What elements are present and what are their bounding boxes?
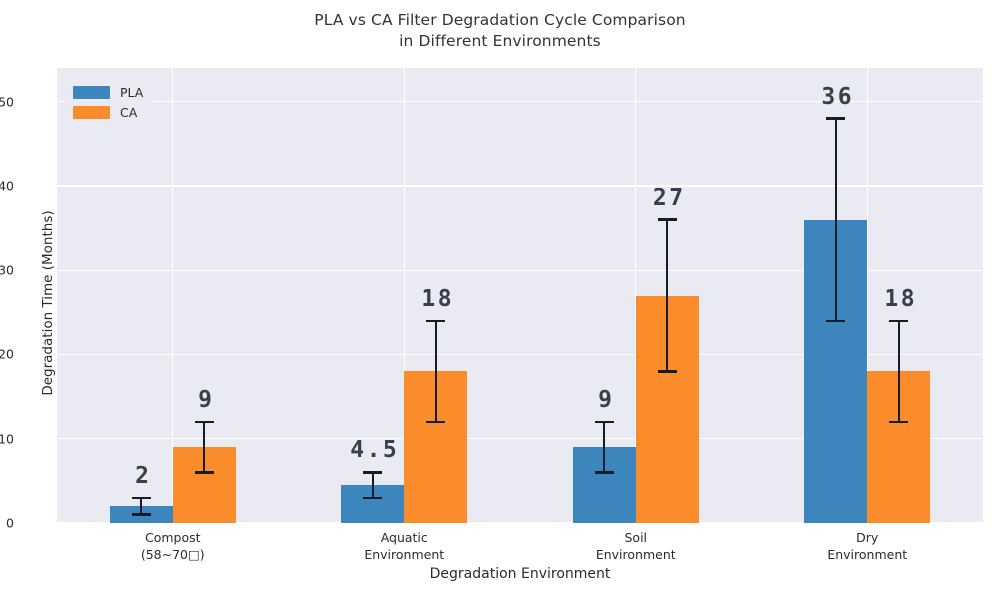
gridline-vertical xyxy=(635,68,637,523)
legend-item-pla[interactable]: PLA xyxy=(73,82,143,102)
gridline-horizontal xyxy=(57,185,983,187)
value-label-pla-3: 36 xyxy=(821,83,855,110)
value-label-pla-1: 4.5 xyxy=(350,437,400,464)
value-label-ca-3: 18 xyxy=(884,285,918,312)
errorbar-line xyxy=(434,320,437,422)
plot-area: 2 4.5 9 36 9 18 27 18 PLA CA xyxy=(57,68,983,524)
legend-swatch-ca xyxy=(73,105,110,119)
gridline-horizontal xyxy=(57,269,983,271)
x-tick-label-1: Aquatic Environment xyxy=(364,530,445,562)
legend-label: CA xyxy=(120,104,138,120)
gridline-horizontal xyxy=(57,353,983,356)
errorbar-cap-lower xyxy=(194,471,214,474)
y-tick-label: 50 xyxy=(0,94,14,110)
x-tick-label-0: Compost (58~70□) xyxy=(140,530,205,562)
errorbar-line xyxy=(371,472,374,498)
x-tick-label-3: Dry Environment xyxy=(827,530,908,562)
errorbar-cap-upper xyxy=(657,218,677,221)
y-tick-label: 0 xyxy=(6,515,14,531)
errorbar-cap-upper xyxy=(363,471,383,474)
y-tick-label: 20 xyxy=(0,346,14,362)
errorbar-line xyxy=(666,219,669,372)
value-label-ca-1: 18 xyxy=(421,285,455,312)
value-label-ca-2: 27 xyxy=(652,184,686,211)
errorbar-cap-upper xyxy=(131,496,151,499)
value-label-pla-0: 2 xyxy=(135,462,152,489)
errorbar-cap-upper xyxy=(594,420,614,424)
gridline-vertical xyxy=(172,68,174,523)
errorbar-cap-upper xyxy=(426,319,446,322)
errorbar-line xyxy=(834,118,837,321)
errorbar-cap-lower xyxy=(131,513,151,516)
legend-swatch-pla xyxy=(73,85,110,99)
x-axis-label: Degradation Environment xyxy=(429,566,611,582)
errorbar-cap-lower xyxy=(889,420,909,424)
errorbar-line xyxy=(203,421,206,473)
errorbar-cap-upper xyxy=(889,319,909,322)
gridline-vertical xyxy=(403,68,405,523)
errorbar-cap-lower xyxy=(363,496,383,499)
errorbar-cap-lower xyxy=(594,471,614,474)
errorbar-cap-lower xyxy=(426,420,446,424)
y-axis-label: Degradation Time (Months) xyxy=(40,210,56,396)
y-tick-label: 40 xyxy=(0,178,14,194)
errorbar-line xyxy=(603,421,606,473)
errorbar-cap-lower xyxy=(826,319,846,322)
gridline-horizontal xyxy=(57,101,983,103)
gridline-horizontal xyxy=(57,438,983,440)
errorbar-cap-upper xyxy=(194,420,214,424)
x-tick-label-2: Soil Environment xyxy=(595,530,676,562)
gridline-horizontal xyxy=(57,522,983,524)
y-tick-label: 10 xyxy=(0,431,14,447)
errorbar-cap-upper xyxy=(826,117,846,120)
errorbar-line xyxy=(140,497,143,515)
legend-label: PLA xyxy=(120,84,144,100)
value-label-ca-0: 9 xyxy=(198,386,215,413)
chart-title: PLA vs CA Filter Degradation Cycle Compa… xyxy=(314,11,686,50)
chart-legend: PLA CA xyxy=(65,76,154,128)
errorbar-line xyxy=(897,320,900,422)
legend-item-ca[interactable]: CA xyxy=(73,102,143,122)
y-tick-label: 30 xyxy=(0,262,14,278)
value-label-pla-2: 9 xyxy=(598,386,615,413)
errorbar-cap-lower xyxy=(657,370,677,373)
